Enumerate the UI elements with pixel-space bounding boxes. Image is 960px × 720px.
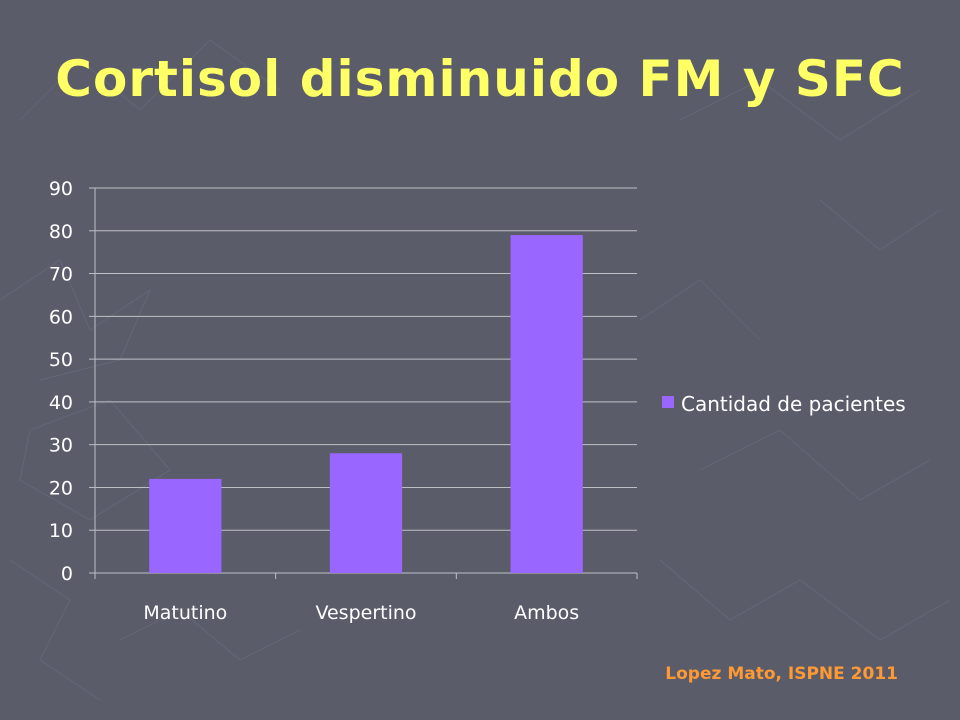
y-tick-label: 80 bbox=[49, 221, 73, 243]
bar-ambos bbox=[510, 235, 583, 574]
y-tick-label: 10 bbox=[49, 520, 73, 542]
x-tick-label: Vespertino bbox=[315, 602, 416, 624]
y-tick-label: 40 bbox=[49, 392, 73, 414]
y-tick-label: 0 bbox=[61, 563, 73, 585]
tick-labels: 0 10 20 30 40 50 60 70 80 90 Matutino Vespertino Amb… bbox=[49, 178, 579, 624]
x-tick-label: Ambos bbox=[514, 602, 579, 624]
y-tick-label: 90 bbox=[49, 178, 73, 200]
bars bbox=[149, 235, 583, 574]
legend: Cantidad de pacientes bbox=[662, 392, 906, 416]
legend-swatch bbox=[662, 396, 674, 408]
citation: Lopez Mato, ISPNE 2011 bbox=[665, 664, 898, 684]
y-tick-label: 60 bbox=[49, 306, 73, 328]
y-tick-label: 50 bbox=[49, 349, 73, 371]
y-tick-label: 30 bbox=[49, 435, 73, 457]
y-tick-label: 70 bbox=[49, 264, 73, 286]
legend-label: Cantidad de pacientes bbox=[681, 392, 906, 416]
bar-vespertino bbox=[329, 453, 403, 573]
slide-title: Cortisol disminuido FM y SFC bbox=[55, 50, 905, 108]
bar-matutino bbox=[149, 478, 222, 573]
x-tick-label: Matutino bbox=[143, 602, 227, 624]
y-tick-label: 20 bbox=[49, 477, 73, 499]
